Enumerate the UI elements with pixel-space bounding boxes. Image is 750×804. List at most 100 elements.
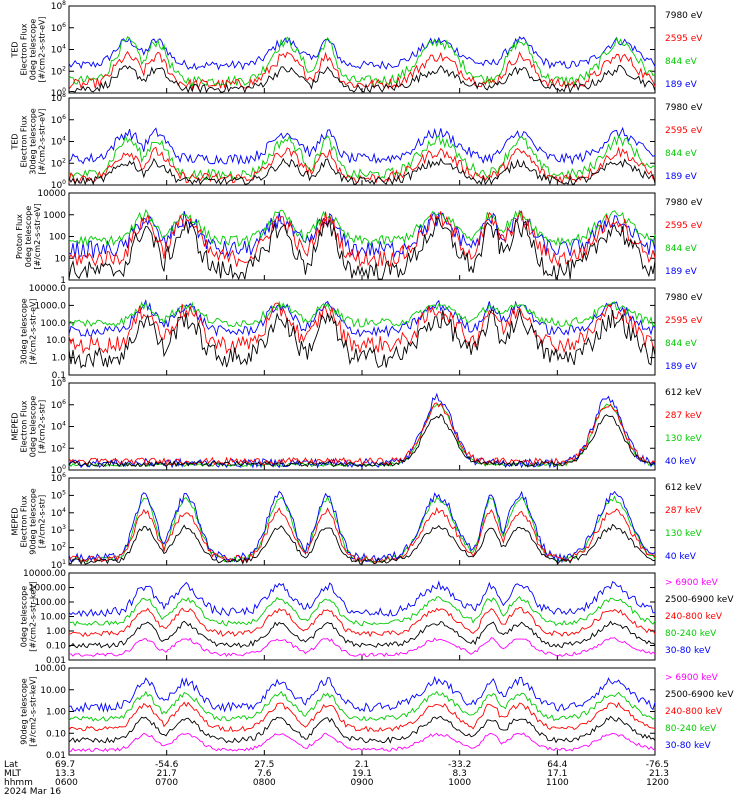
y-tick-label: 0.01 [46,751,66,761]
y-tick-label: 0.01 [46,656,66,666]
legend-entry: 189 eV [665,362,698,372]
legend-entry: 240-800 keV [665,707,723,717]
footer-value: 17.1 [547,769,567,779]
panel-7: 0.01 0.10 1.00 10.00 100.00 1000.00 10000.00 0d… [20,569,735,666]
series-line-magenta [68,732,656,753]
legend-entry: 40 keV [665,457,697,467]
y-tick-label: 10.00 [40,613,66,623]
y-tick-label: 10000.00 [23,569,66,579]
y-tick-label: 1.0 [52,354,67,364]
y-tick-label: 106 [51,22,66,34]
series-line-blue [68,392,656,469]
series-line-black [68,715,656,744]
footer-value: 1100 [546,778,569,788]
y-tick-label: 10.0 [46,336,66,346]
footer-row-label: MLT [4,769,22,779]
y-tick-label: 104 [51,44,66,56]
legend-entry: 844 eV [665,244,698,254]
footer-value: 13.3 [55,769,75,779]
series-line-green [68,690,656,722]
legend-entry: 2595 eV [665,221,703,231]
y-tick-label: 10000 [37,189,66,199]
y-tick-label: 102 [51,442,66,454]
series-line-green [68,596,656,627]
footer-value: 21.3 [649,769,669,779]
legend-entry: 612 keV [665,483,702,493]
series-line-black [68,217,656,281]
series-line-blue [68,580,656,618]
series-line-green [68,35,656,87]
legend-entry: 240-800 keV [665,612,723,622]
legend-entry: 2595 eV [665,316,703,326]
legend-entry: 7980 eV [665,103,703,113]
footer-value: 64.4 [547,760,567,770]
footer-value: 1000 [448,778,471,788]
legend-entry: 189 eV [665,172,698,182]
footer-value: 8.3 [453,769,467,779]
y-tick-label: 102 [51,157,66,169]
series-line-blue [68,36,656,71]
y-tick-label: 1.00 [46,627,66,637]
footer-value: 69.7 [55,760,75,770]
footer-value: 27.5 [254,760,274,770]
series-line-red [68,507,656,563]
footer-value: 0700 [155,778,178,788]
y-tick-label: 1.00 [46,708,66,718]
y-tick-label: 104 [51,507,66,519]
series-line-red [68,302,656,355]
series-line-red [68,402,656,466]
legend-entry: 2595 eV [665,126,703,136]
footer-row-label: hhmm [4,778,33,788]
series-line-magenta [68,637,656,658]
footer-value: 2.1 [355,760,369,770]
legend-entry: 7980 eV [665,11,703,21]
footer-value: 21.7 [157,769,177,779]
y-axis-label: TEDElectron Flux30deg telescope[#/cm2-s-… [11,108,47,175]
series-line-red [68,606,656,638]
panel-frame [68,382,656,471]
y-tick-label: 10000.0 [29,284,66,294]
legend-entry: 287 keV [665,506,702,516]
legend-entry: 2595 eV [665,34,703,44]
series-line-black [68,620,656,649]
footer-value: 1200 [646,778,669,788]
series-line-red [68,50,656,91]
series-line-black [68,64,656,94]
legend-entry: 80-240 keV [665,629,717,639]
footer-value: 0900 [351,778,374,788]
y-tick-label: 104 [51,136,66,148]
y-tick-label: 100.00 [35,598,67,608]
panel-3: 1 10 100 1000 10000 Proton Flux0deg telescope… [15,189,703,286]
y-axis-label: Proton Flux0deg telescope[#/cm2-s-str-eV… [15,203,42,269]
series-line-black [68,309,656,369]
y-axis-label: 0deg telescope[#/cm2-s-str-keV] [20,581,38,652]
series-line-black [68,413,656,468]
series-line-black [68,523,655,565]
y-axis-label: MEPEDElectron Flux90deg telescope[#/cm2-… [11,488,47,555]
legend-entry: 30-80 keV [665,646,711,656]
legend-entry: 80-240 keV [665,724,717,734]
y-tick-label: 10.00 [40,686,66,696]
series-line-green [68,208,656,248]
legend-entry: 189 eV [665,267,698,277]
footer-value: 19.1 [352,769,372,779]
legend-entry: > 6900 keV [665,673,719,683]
y-tick-label: 100 [49,233,66,243]
legend-entry: 30-80 keV [665,741,711,751]
y-axis-label: 90deg telescope[#/cm2-s-str-keV] [20,676,38,747]
y-tick-label: 108 [51,92,66,104]
y-tick-label: 100.00 [35,664,67,674]
y-tick-label: 105 [51,489,66,501]
series-line-black [68,157,656,186]
footer-value: 0600 [55,778,78,788]
legend-entry: 40 keV [665,552,697,562]
footer-value: 0800 [253,778,276,788]
footer-date: 2024 Mar 16 [4,787,61,797]
legend-entry: 130 keV [665,529,702,539]
legend-entry: 844 eV [665,339,698,349]
